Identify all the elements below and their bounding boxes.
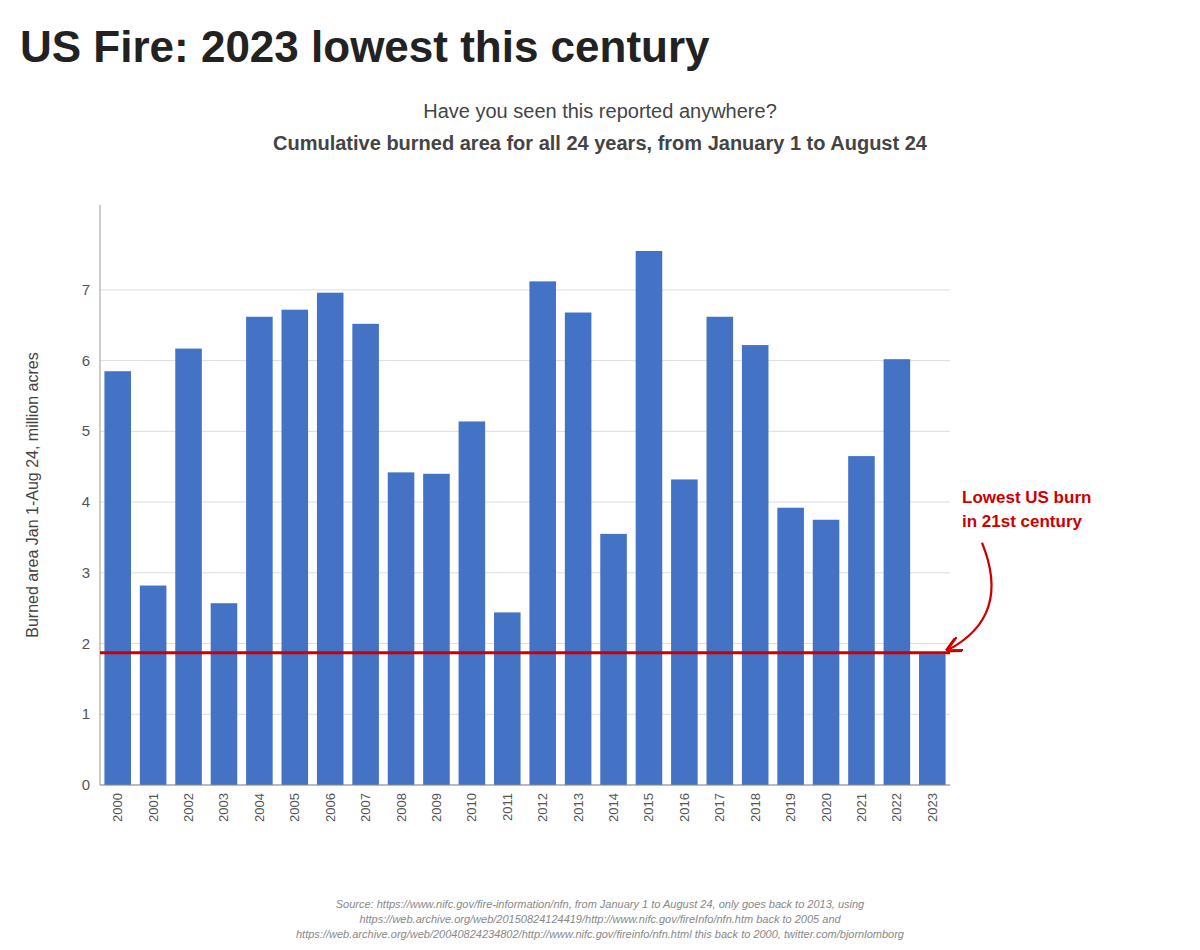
x-tick-label: 2016 (677, 793, 692, 822)
grid-line (100, 360, 950, 361)
bar (352, 324, 379, 785)
x-tick-label: 2003 (216, 793, 231, 822)
x-tick-label: 2000 (110, 793, 125, 822)
bar (282, 310, 309, 785)
x-tick-label: 2012 (535, 793, 550, 822)
y-tick-label: 3 (82, 564, 90, 581)
bar (919, 654, 946, 785)
grid-line (100, 289, 950, 290)
x-tick-label: 2020 (819, 793, 834, 822)
bar (529, 281, 556, 785)
y-tick-label: 1 (82, 705, 90, 722)
grid-line (100, 431, 950, 432)
x-tick-label: 2013 (571, 793, 586, 822)
x-tick-label: 2011 (500, 793, 515, 821)
bar (140, 586, 167, 785)
bar (317, 293, 344, 785)
x-tick-label: 2010 (464, 793, 479, 822)
x-tick-label: 2004 (252, 793, 267, 822)
annotation: in 21st century (962, 512, 1083, 531)
subtitle: Have you seen this reported anywhere? (423, 100, 777, 122)
y-axis-label: Burned area Jan 1-Aug 24, million acres (24, 352, 41, 638)
bar (707, 317, 734, 785)
x-tick-label: 2014 (606, 793, 621, 822)
plot-marks (100, 251, 950, 785)
x-axis-line (100, 785, 950, 786)
x-tick-label: 2007 (358, 793, 373, 822)
bar (494, 612, 521, 785)
x-tick-label: 2006 (323, 793, 338, 822)
y-tick-label: 2 (82, 635, 90, 652)
x-tick-label: 2023 (925, 793, 940, 822)
grid-line (100, 785, 950, 786)
reference-line (100, 651, 950, 654)
bar (211, 603, 238, 785)
x-tick-label: 2018 (748, 793, 763, 822)
x-tick-label: 2008 (394, 793, 409, 822)
bar (104, 371, 131, 785)
x-tick-label: 2022 (889, 793, 904, 822)
x-tick-label: 2001 (146, 793, 161, 822)
bar (884, 359, 911, 785)
bar (848, 456, 875, 785)
bar (600, 534, 627, 785)
source-line: https://web.archive.org/web/201508241244… (359, 913, 841, 925)
bar (671, 479, 698, 785)
y-tick-label: 7 (82, 281, 90, 298)
bar (459, 421, 486, 785)
y-tick-label: 5 (82, 422, 90, 439)
y-axis-line (100, 205, 101, 785)
bar (388, 472, 415, 785)
y-tick-label: 4 (82, 493, 90, 510)
subtitle: Cumulative burned area for all 24 years,… (273, 132, 928, 154)
bar (777, 508, 804, 785)
x-tick-label: 2009 (429, 793, 444, 822)
source-line: Source: https://www.nifc.gov/fire-inform… (336, 898, 865, 910)
chart: US Fire: 2023 lowest this century Have yo… (0, 0, 1200, 950)
bar (565, 313, 592, 785)
y-tick-label: 0 (82, 776, 90, 793)
bar (423, 474, 450, 785)
annotation-arrow (948, 543, 992, 650)
title: US Fire: 2023 lowest this century (20, 22, 710, 71)
bar (175, 349, 202, 785)
x-tick-label: 2019 (783, 793, 798, 822)
source-line: https://web.archive.org/web/200408242348… (296, 928, 905, 940)
x-tick-label: 2002 (181, 793, 196, 822)
bar (246, 317, 273, 785)
x-tick-label: 2005 (287, 793, 302, 822)
y-tick-label: 6 (82, 352, 90, 369)
x-tick-label: 2015 (641, 793, 656, 822)
annotation: Lowest US burn (962, 488, 1091, 507)
bar (742, 345, 769, 785)
x-tick-label: 2021 (854, 793, 869, 822)
y-grid (100, 290, 950, 785)
x-tick-label: 2017 (712, 793, 727, 822)
grid-line (100, 502, 950, 503)
bar (636, 251, 663, 785)
source: Source: https://www.nifc.gov/fire-inform… (296, 898, 905, 940)
